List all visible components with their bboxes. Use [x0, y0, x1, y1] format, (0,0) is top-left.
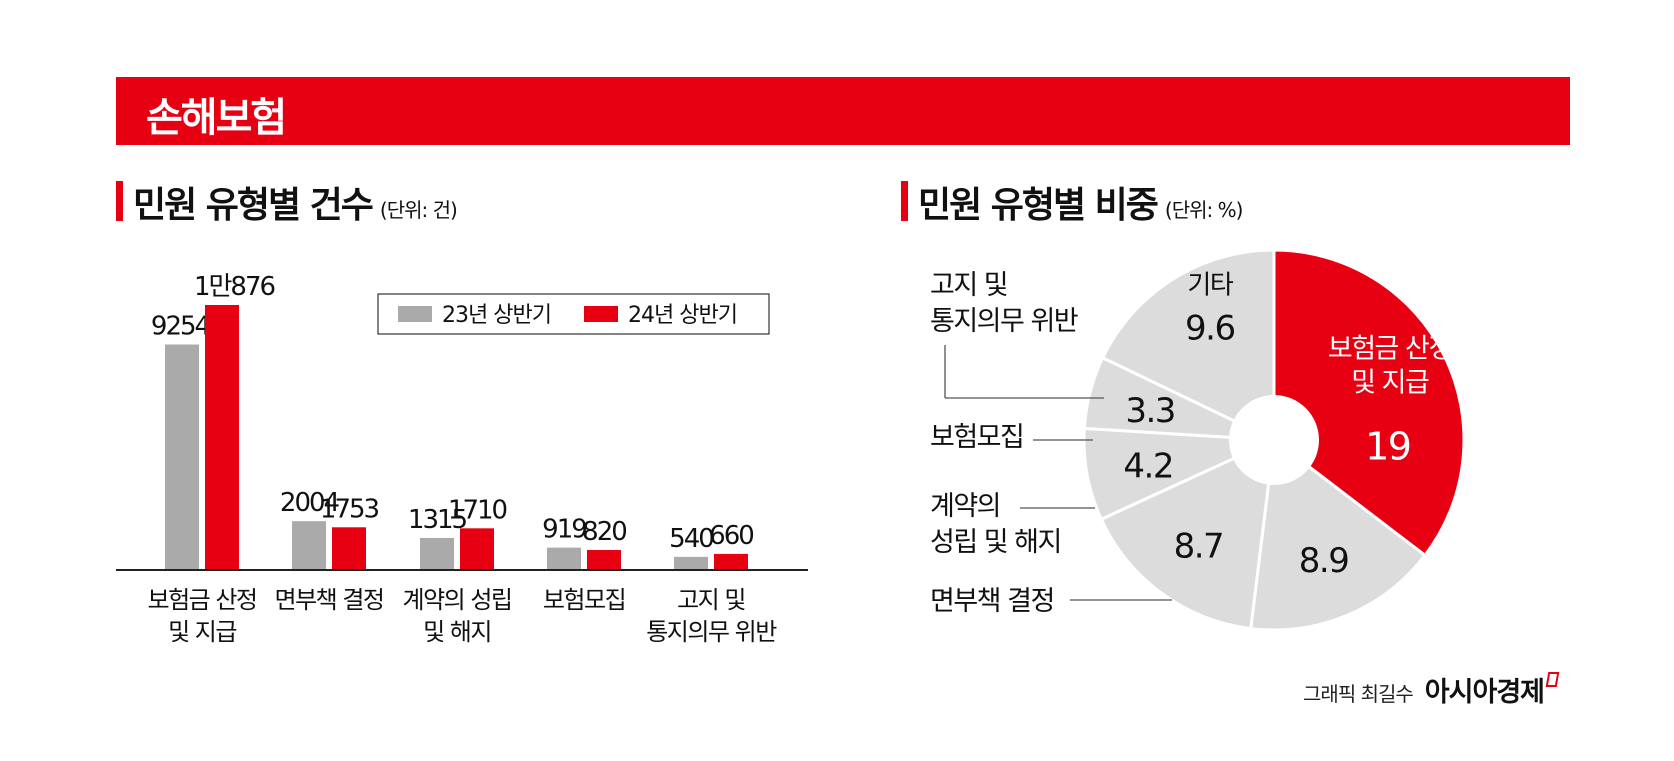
header-banner: 손해보험 — [116, 77, 1570, 145]
slice-value-label: 4.2 — [1123, 446, 1173, 486]
slice-category-label: 보험모집 — [930, 422, 1023, 453]
bar-value-label: 1710 — [448, 495, 507, 525]
pie-slice — [1249, 437, 1428, 632]
slice-category-label: 통지의무 위반 — [930, 306, 1078, 337]
brand-logo: 아시아경제 — [1424, 677, 1545, 708]
bar-value-label: 1만876 — [194, 272, 275, 302]
bar-value-label: 540 — [669, 524, 713, 554]
right-title-text: 민원 유형별 비중 — [918, 185, 1159, 226]
slice-category-label: 계약의 — [930, 491, 1000, 522]
x-tick-label: 및 해지 — [423, 618, 491, 646]
pie-slice — [1082, 426, 1275, 522]
bar-value-label: 919 — [542, 515, 586, 545]
x-tick-label: 및 지급 — [168, 618, 236, 646]
bar — [332, 527, 366, 570]
banner-title: 손해보험 — [146, 95, 287, 141]
bar — [205, 305, 239, 570]
donut-hole — [1229, 395, 1319, 485]
bar-value-label: 2004 — [280, 488, 340, 518]
x-tick-label: 보험모집 — [543, 586, 625, 614]
right-section-title: 민원 유형별 비중 (단위: %) — [918, 176, 1244, 228]
bar-chart: 9254 2004 1315 919 540 1만876 1753 1710 820 660 보험금… — [116, 272, 808, 646]
x-tick-label: 통지의무 위반 — [646, 618, 777, 646]
pie-slice — [1100, 248, 1276, 443]
slice-value-label: 3.3 — [1125, 391, 1175, 431]
bar — [292, 521, 326, 570]
right-unit-label: (단위: %) — [1164, 198, 1244, 222]
x-tick-label: 보험금 산정 — [147, 586, 256, 614]
left-title-text: 민원 유형별 건수 — [133, 185, 374, 226]
bar — [165, 344, 199, 570]
slice-value-label: 19 — [1365, 425, 1410, 469]
left-section-marker — [116, 181, 123, 221]
legend-label: 23년 상반기 — [442, 303, 551, 328]
bar — [420, 537, 454, 570]
slice-category-label: 보험금 산정 — [1328, 334, 1452, 365]
bar — [674, 556, 708, 570]
bar-value-label: 660 — [709, 521, 753, 551]
x-tick-label: 고지 및 — [677, 586, 745, 614]
pie-slice — [1099, 437, 1276, 631]
left-section-title: 민원 유형별 건수 (단위: 건) — [133, 176, 458, 228]
slice-category-label: 성립 및 해지 — [930, 527, 1061, 558]
right-section-marker — [901, 181, 908, 221]
legend-swatch — [584, 306, 618, 322]
left-unit-label: (단위: 건) — [379, 198, 458, 222]
bar — [587, 550, 621, 570]
slice-category-label: 면부책 결정 — [930, 586, 1054, 617]
legend-swatch — [398, 306, 432, 322]
bar-value-label: 820 — [582, 517, 626, 547]
legend-label: 24년 상반기 — [628, 303, 737, 328]
slice-value-label: 9.6 — [1185, 309, 1235, 349]
credit: 그래픽 최길수 아시아경제 — [1303, 670, 1560, 709]
credit-text: 그래픽 최길수 — [1303, 682, 1414, 706]
slice-value-label: 8.7 — [1174, 526, 1224, 566]
legend: 23년 상반기 24년 상반기 — [377, 293, 770, 335]
slice-category-label: 및 지급 — [1351, 368, 1429, 399]
x-tick-label: 면부책 결정 — [274, 586, 383, 614]
bar — [547, 547, 581, 570]
bar-value-label: 1315 — [408, 505, 467, 535]
brand-mark-icon — [1545, 672, 1560, 687]
bar — [714, 553, 748, 570]
pie-slice — [1272, 248, 1466, 558]
bar — [460, 528, 494, 570]
bar-value-label: 9254 — [151, 312, 211, 342]
slice-category-label: 고지 및 — [930, 270, 1007, 301]
slice-category-label: 기타 — [1187, 271, 1233, 301]
slice-value-label: 8.9 — [1299, 541, 1349, 581]
legend-box — [377, 293, 770, 335]
x-tick-label: 계약의 성립 — [402, 586, 511, 614]
bar-value-label: 1753 — [320, 494, 379, 524]
